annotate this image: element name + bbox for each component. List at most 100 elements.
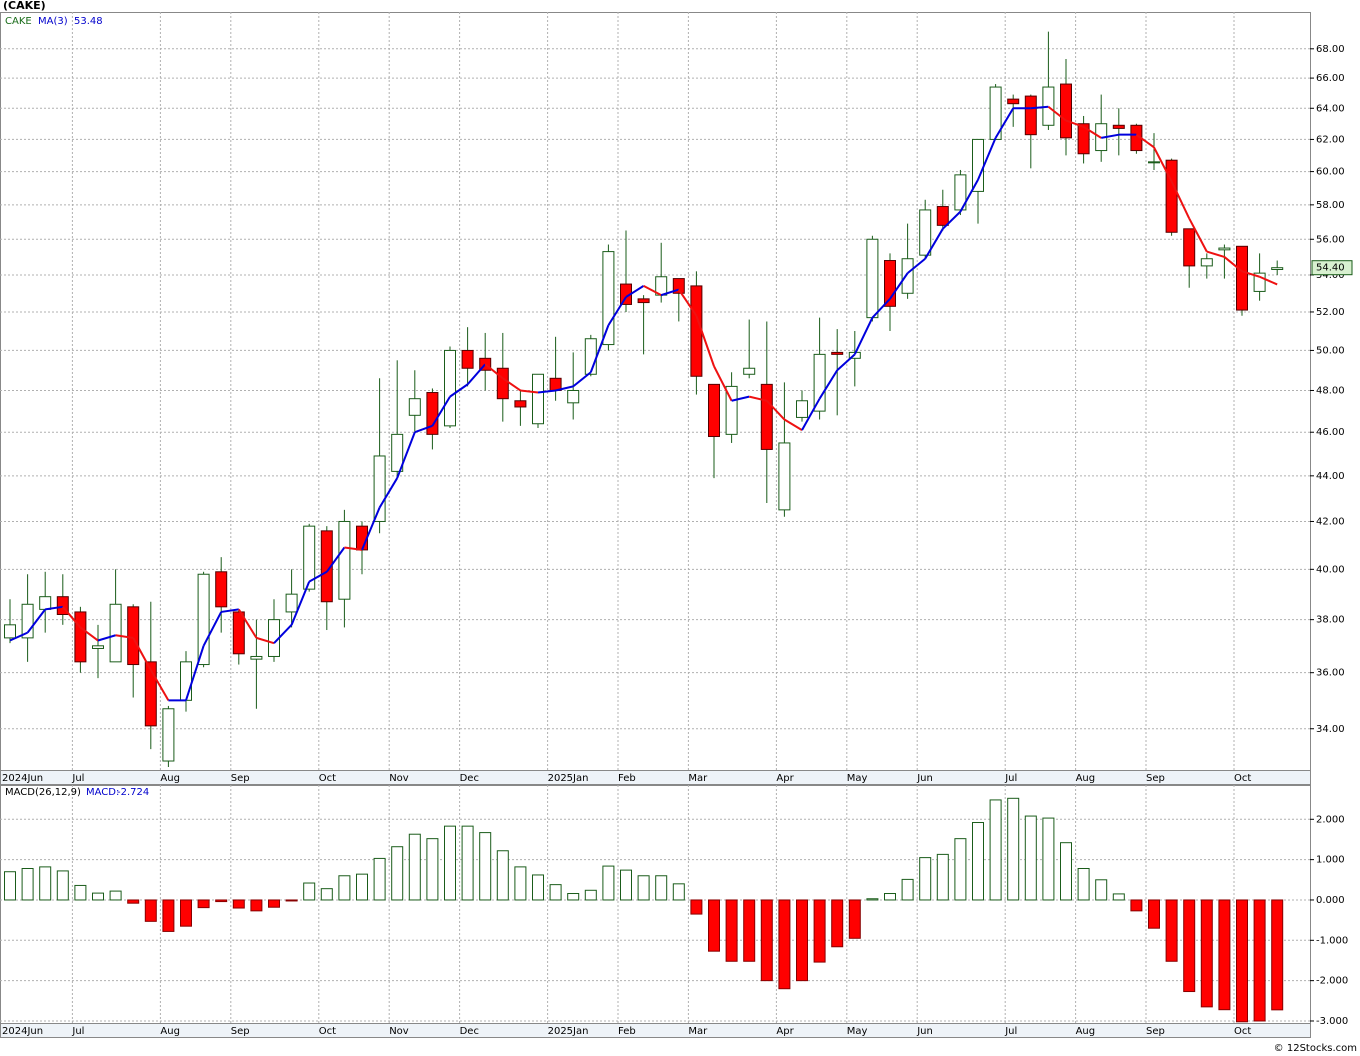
macd-bar [637, 875, 650, 901]
macd-bar [408, 833, 421, 901]
macd-bar [532, 874, 544, 901]
x-tick-label: Dec [460, 773, 479, 784]
x-tick-label: May [847, 1026, 868, 1037]
candle-body [708, 383, 720, 438]
ma-segment [1241, 270, 1260, 278]
macd-bar [356, 873, 368, 901]
macd-bar [919, 857, 932, 901]
x-tick-label: 2025Jan [548, 1026, 589, 1037]
ma-segment [185, 645, 205, 701]
candle-body [831, 351, 844, 355]
y-tick-label: 52.00 [1316, 307, 1345, 318]
ma-segment [607, 296, 627, 326]
legend-name: CAKE [5, 16, 32, 27]
candle-body [866, 238, 879, 319]
macd-bar [39, 866, 52, 901]
ma-segment [801, 398, 821, 431]
y-tick-label: 66.00 [1316, 73, 1345, 84]
candle-body [162, 708, 175, 762]
candle-body [972, 138, 984, 192]
candle-body [532, 373, 544, 425]
candle-body [672, 278, 685, 294]
macd-bar [1218, 899, 1231, 1011]
macd-bar [461, 825, 474, 901]
legend-name: MACD: [86, 787, 119, 798]
ma-segment [256, 636, 275, 645]
y-tick-label: 34.00 [1316, 724, 1345, 735]
ma-segment [132, 637, 152, 671]
footer: © 12Stocks.com [1274, 1043, 1357, 1054]
macd-bar [1130, 899, 1143, 912]
macd-bar [4, 871, 16, 901]
x-tick-label: Aug [1076, 773, 1096, 784]
ma-segment [414, 424, 433, 434]
macd-bar [268, 899, 280, 908]
chart-title: (CAKE) [3, 0, 46, 12]
ma-segment [484, 363, 504, 380]
ma-segment [361, 507, 381, 551]
macd-bar [936, 853, 949, 901]
x-tick-label: Aug [1076, 1026, 1096, 1037]
macd-bar [760, 899, 773, 982]
ma-segment [502, 377, 521, 392]
x-tick-label: Jun [916, 1026, 933, 1037]
candle-body [408, 398, 421, 416]
ma-segment [45, 605, 63, 611]
ma-segment [572, 371, 592, 388]
candle-body [426, 392, 439, 435]
y-tick-label: 54.00 [1316, 270, 1345, 281]
x-tick-label: Apr [776, 1026, 794, 1037]
x-tick-label: Feb [618, 1026, 636, 1037]
candle-body [21, 603, 34, 639]
macd-bar [954, 838, 967, 901]
macd-bar [972, 822, 984, 901]
candle-body [936, 206, 949, 226]
ma-segment [378, 477, 399, 509]
ma-segment [115, 634, 134, 639]
candle-body [1200, 258, 1213, 267]
x-tick-label: 2025Jan [548, 773, 589, 784]
candles [4, 31, 1284, 767]
ma-segment [1206, 250, 1225, 258]
macd-bar [1095, 879, 1108, 901]
ma-segment [695, 315, 715, 367]
macd-bar [144, 899, 157, 922]
ma-segment [466, 363, 486, 386]
macd-bar [514, 866, 527, 901]
ma-segment [660, 288, 680, 297]
macd-bar [1200, 899, 1213, 1008]
ma-segment [818, 369, 839, 400]
candle-body [109, 603, 122, 663]
ma-segment [889, 272, 909, 300]
ma-segment [431, 396, 451, 427]
macd-bar [320, 888, 333, 901]
ma-segment [79, 626, 99, 642]
ma-segment [97, 634, 116, 642]
y-tick-label: 1.000 [1316, 855, 1345, 866]
candle-body [496, 367, 509, 400]
y-tick-label: 36.00 [1316, 668, 1345, 679]
candle-body [180, 661, 192, 701]
macd-bar [338, 875, 351, 901]
x-tick-label: Aug [160, 773, 180, 784]
candle-body [197, 573, 210, 666]
legend-ma-name: MA(3) [38, 16, 68, 27]
x-tick-label: Mar [688, 773, 708, 784]
candle-body [356, 525, 368, 551]
candle-body [127, 606, 140, 666]
macd-bar [796, 899, 808, 982]
candle-body [1112, 124, 1125, 129]
candle-body [690, 285, 703, 377]
candle-body [1253, 272, 1266, 292]
ma-segment [396, 431, 416, 479]
y-tick-label: 64.00 [1316, 103, 1345, 114]
candle-body [760, 383, 773, 450]
bars [4, 797, 1284, 1023]
macd-bar [778, 899, 791, 990]
candle-body [391, 433, 404, 472]
last-price-label: 54.40 [1316, 263, 1345, 274]
candle-body [637, 298, 650, 304]
ma-segment [977, 137, 997, 181]
ma-segment [1135, 133, 1155, 149]
x-tick-label: Oct [319, 1026, 336, 1037]
